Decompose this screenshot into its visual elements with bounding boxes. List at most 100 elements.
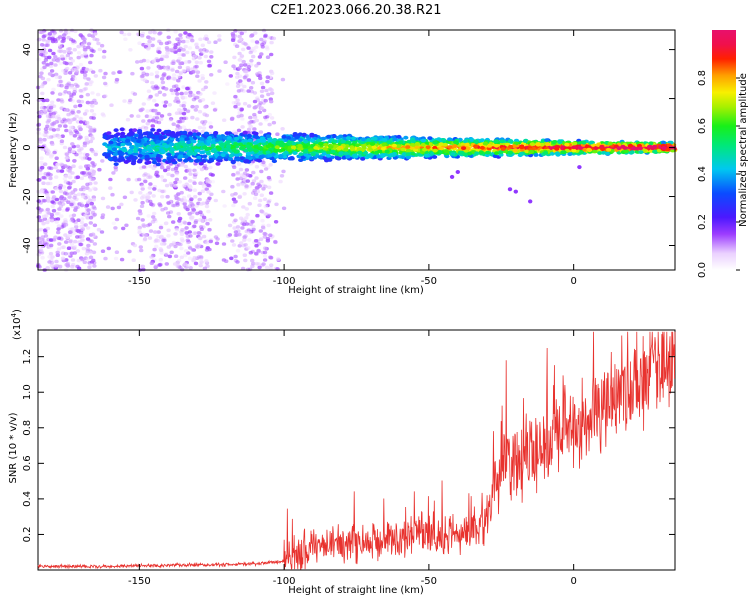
spectrogram-cell <box>59 83 64 88</box>
spectrogram-cell <box>200 181 205 186</box>
spectrogram-cell <box>513 138 520 143</box>
spectrogram-cell <box>79 224 84 229</box>
spectrogram-cell <box>39 160 44 165</box>
spectrogram-cell <box>533 153 539 157</box>
spectrogram-cell <box>173 29 178 34</box>
spectrogram-cell <box>184 226 189 230</box>
spectrogram-cell <box>164 130 170 134</box>
spectrogram-cell <box>163 100 169 104</box>
spectrogram-cell <box>36 215 42 219</box>
spectrogram-cell <box>88 255 94 260</box>
spectrogram-cell <box>170 66 175 71</box>
spectrogram-cell <box>82 75 88 80</box>
spectrogram-cell <box>49 166 54 171</box>
spectrogram-cell <box>113 226 118 230</box>
spectrogram-cell <box>132 128 138 133</box>
spectrogram-cell <box>274 145 280 150</box>
spectrogram-cell <box>64 85 69 90</box>
spectrogram-x-ticks: -150 -100 -50 0 <box>128 30 577 287</box>
spectrogram-cell <box>652 144 658 149</box>
spectrogram-cell <box>81 36 86 40</box>
spectrogram-cell <box>492 154 498 159</box>
spectrogram-cell <box>606 148 612 152</box>
spectrogram-cell <box>151 194 156 198</box>
spectrogram-cell <box>623 149 629 154</box>
spectrogram-cell <box>158 247 163 251</box>
spectrogram-cell <box>67 149 73 154</box>
spectrogram-cell <box>151 153 157 158</box>
spectrogram-cell <box>81 246 87 251</box>
spectrogram-cell <box>235 248 241 253</box>
spectrogram-cell <box>56 224 62 228</box>
spectrogram-cell <box>220 153 226 158</box>
spectrogram-cell <box>485 150 491 155</box>
spectrogram-cell <box>228 153 234 158</box>
spectrogram-cell <box>403 135 409 140</box>
spectrogram-cell <box>257 203 262 207</box>
spectrogram-cell <box>168 118 173 122</box>
spectrogram-cell <box>146 47 151 51</box>
spectrogram-cell <box>168 181 173 186</box>
spectrogram-cell <box>171 73 177 77</box>
spectrogram-cell <box>69 132 74 137</box>
spectrogram-cell <box>264 212 269 217</box>
spectrogram-cell <box>237 66 242 70</box>
spectrogram-cell <box>577 145 583 150</box>
spectrogram-cell <box>271 159 277 164</box>
spectrogram-cell <box>66 200 71 204</box>
spectrogram-cell <box>45 39 50 44</box>
spectrogram-cell <box>247 238 252 242</box>
spectrogram-cell <box>577 165 582 170</box>
snr-x-axis-label: Height of straight line (km) <box>288 585 424 596</box>
spectrogram-cell <box>462 139 469 144</box>
spectrogram-cell <box>147 114 153 119</box>
spectrogram-cell <box>656 148 662 153</box>
spectrogram-cell <box>73 188 78 192</box>
y-tick-label: 0 <box>22 144 33 150</box>
spectrogram-cell <box>48 238 54 242</box>
spectrogram-cell <box>159 251 164 255</box>
spectrogram-cell <box>187 230 192 234</box>
spectrogram-cell <box>316 138 322 143</box>
spectrogram-cell <box>75 175 81 179</box>
spectrogram-cell <box>175 131 181 136</box>
spectrogram-cell <box>512 148 518 153</box>
spectrogram-cell <box>43 234 49 238</box>
spectrogram-cell <box>235 75 240 79</box>
spectrogram-cell <box>186 169 192 173</box>
spectrogram-cell <box>47 55 52 60</box>
spectrogram-cell <box>145 121 150 126</box>
spectrogram-cell <box>240 125 245 129</box>
spectrogram-cell <box>133 133 139 138</box>
spectrogram-cell <box>242 238 247 243</box>
spectrogram-cell <box>188 172 193 176</box>
spectrogram-cell <box>584 144 591 149</box>
spectrogram-cell <box>54 175 59 179</box>
spectrogram-cell <box>234 136 240 141</box>
snr-y-axis-label: SNR (10 * v/v) <box>8 412 19 483</box>
spectrogram-cell <box>56 227 61 231</box>
spectrogram-cell <box>216 146 222 151</box>
spectrogram-cell <box>144 154 150 159</box>
spectrogram-cell <box>206 59 212 64</box>
spectrogram-cell <box>207 247 212 252</box>
spectrogram-cell <box>231 172 236 177</box>
spectrogram-cell <box>177 180 182 184</box>
spectrogram-cell <box>170 173 175 178</box>
spectrogram-cell <box>165 211 171 215</box>
spectrogram-cell <box>217 155 223 160</box>
spectrogram-cell <box>154 74 160 78</box>
spectrogram-cell <box>269 116 275 120</box>
spectrogram-cell <box>257 110 262 114</box>
spectrogram-cell <box>80 257 85 262</box>
spectrogram-cell <box>179 147 185 152</box>
spectrogram-cell <box>46 77 51 82</box>
spectrogram-cell <box>87 250 92 254</box>
spectrogram-cell <box>186 146 192 151</box>
spectrogram-cell <box>616 146 622 151</box>
spectrogram-cell <box>81 36 86 41</box>
spectrogram-cell <box>258 155 264 160</box>
spectrogram-cell <box>137 148 143 153</box>
spectrogram-cell <box>265 134 271 139</box>
spectrogram-cell <box>200 98 206 102</box>
